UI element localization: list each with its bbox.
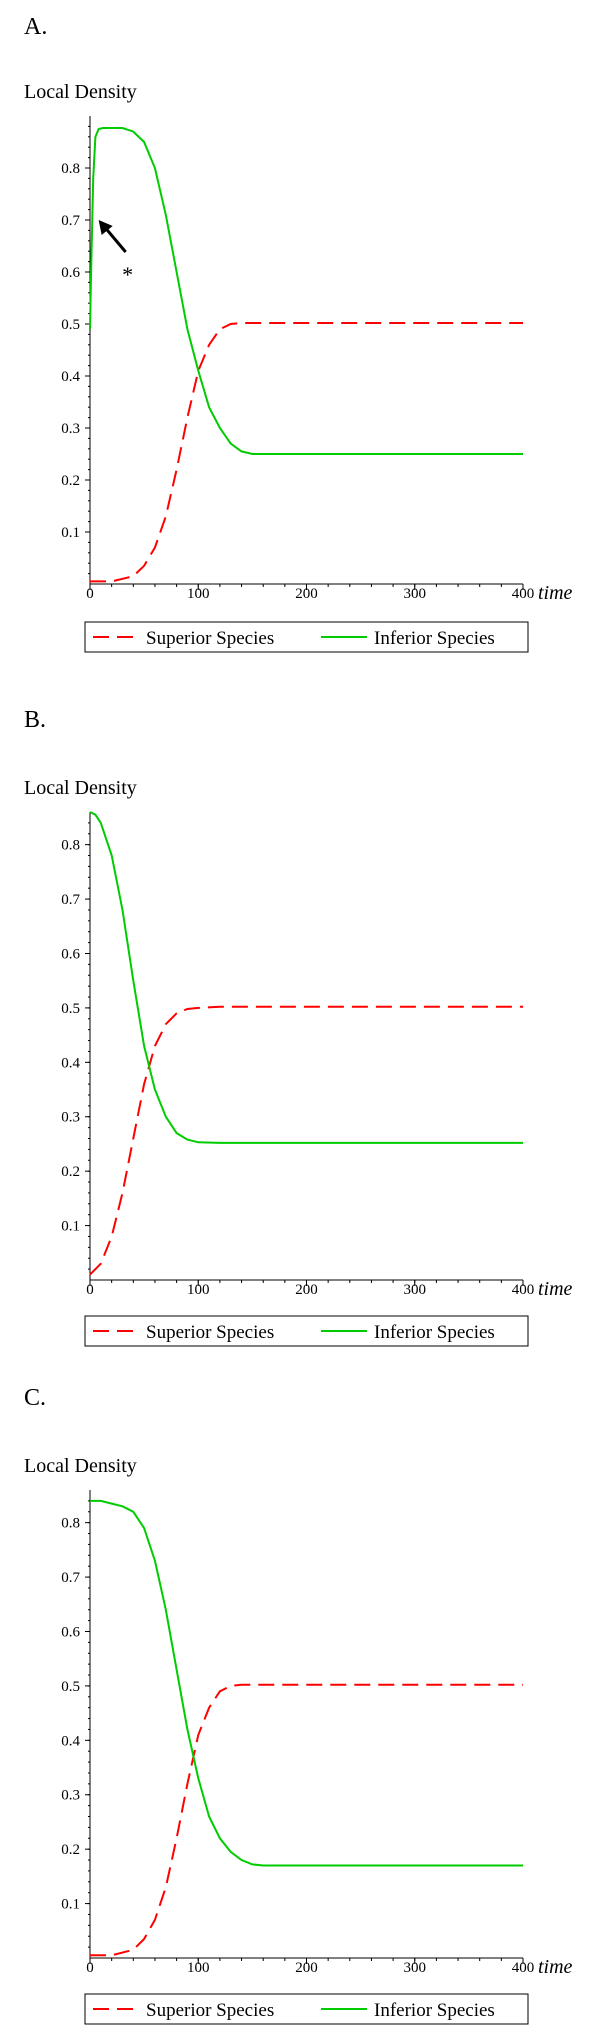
series-line-superior [90,1683,523,1957]
y-tick-label: 0.2 [61,1842,80,1858]
y-tick-label: 0.6 [61,1624,80,1640]
y-tick-label: 0.1 [61,1897,80,1913]
legend-box [84,1315,529,1347]
annotation-arrow-head [98,220,113,235]
y-tick-label: 0.2 [61,1164,80,1180]
x-tick-label: 100 [187,1282,210,1298]
series-line-superior [89,1005,523,1276]
y-tick-label: 0.4 [61,369,80,385]
y-tick-label: 0.1 [61,525,80,541]
x-axis-label: time [538,582,573,604]
legend-label-inferior: Inferior Species [374,1322,495,1343]
y-tick-label: 0.3 [61,1110,80,1126]
y-tick-label: 0.6 [61,946,80,962]
x-axis-label: time [538,1278,573,1300]
annotation-asterisk: * [122,262,133,287]
legend-label-superior: Superior Species [146,1322,274,1343]
x-tick-label: 100 [187,586,210,602]
y-tick-label: 0.4 [61,1733,80,1749]
x-tick-label: 400 [512,586,535,602]
y-axis-label: Local Density [24,1455,137,1477]
legend-label-inferior: Inferior Species [374,628,495,649]
x-tick-label: 0 [86,1282,94,1298]
panel-label: A. [24,14,47,40]
x-tick-label: 200 [295,586,318,602]
y-tick-label: 0.5 [61,1001,80,1017]
legend-box [84,621,529,653]
series-line-inferior [89,127,523,455]
legend-label-superior: Superior Species [146,628,274,649]
y-tick-label: 0.8 [61,1516,80,1532]
x-axis-label: time [538,1956,573,1978]
x-tick-label: 300 [404,1282,427,1298]
y-tick-label: 0.7 [61,892,80,908]
y-tick-label: 0.3 [61,1788,80,1804]
y-tick-label: 0.4 [61,1055,80,1071]
legend-box [84,1993,529,2025]
x-tick-label: 200 [295,1960,318,1976]
annotation-arrow-shaft [103,226,127,253]
x-tick-label: 400 [512,1960,535,1976]
y-tick-label: 0.7 [61,1570,80,1586]
x-tick-label: 400 [512,1282,535,1298]
series-line-inferior [90,1499,523,1867]
legend-label-superior: Superior Species [146,2000,274,2021]
x-tick-label: 300 [404,1960,427,1976]
y-tick-label: 0.5 [61,1679,80,1695]
legend-label-inferior: Inferior Species [374,2000,495,2021]
x-tick-label: 0 [86,1960,94,1976]
series-line-superior [90,322,523,583]
x-tick-label: 300 [404,586,427,602]
panel-label: C. [24,1385,46,1411]
y-tick-label: 0.8 [61,161,80,177]
y-tick-label: 0.1 [61,1219,80,1235]
x-tick-label: 200 [295,1282,318,1298]
y-tick-label: 0.2 [61,473,80,489]
y-tick-label: 0.7 [61,213,80,229]
x-tick-label: 100 [187,1960,210,1976]
y-tick-label: 0.5 [61,317,80,333]
y-tick-label: 0.6 [61,265,80,281]
x-tick-label: 0 [86,586,94,602]
y-tick-label: 0.8 [61,838,80,854]
y-axis-label: Local Density [24,777,137,799]
y-axis-label: Local Density [24,81,137,103]
series-line-inferior [89,811,523,1144]
y-tick-label: 0.3 [61,421,80,437]
panel-label: B. [24,707,46,733]
